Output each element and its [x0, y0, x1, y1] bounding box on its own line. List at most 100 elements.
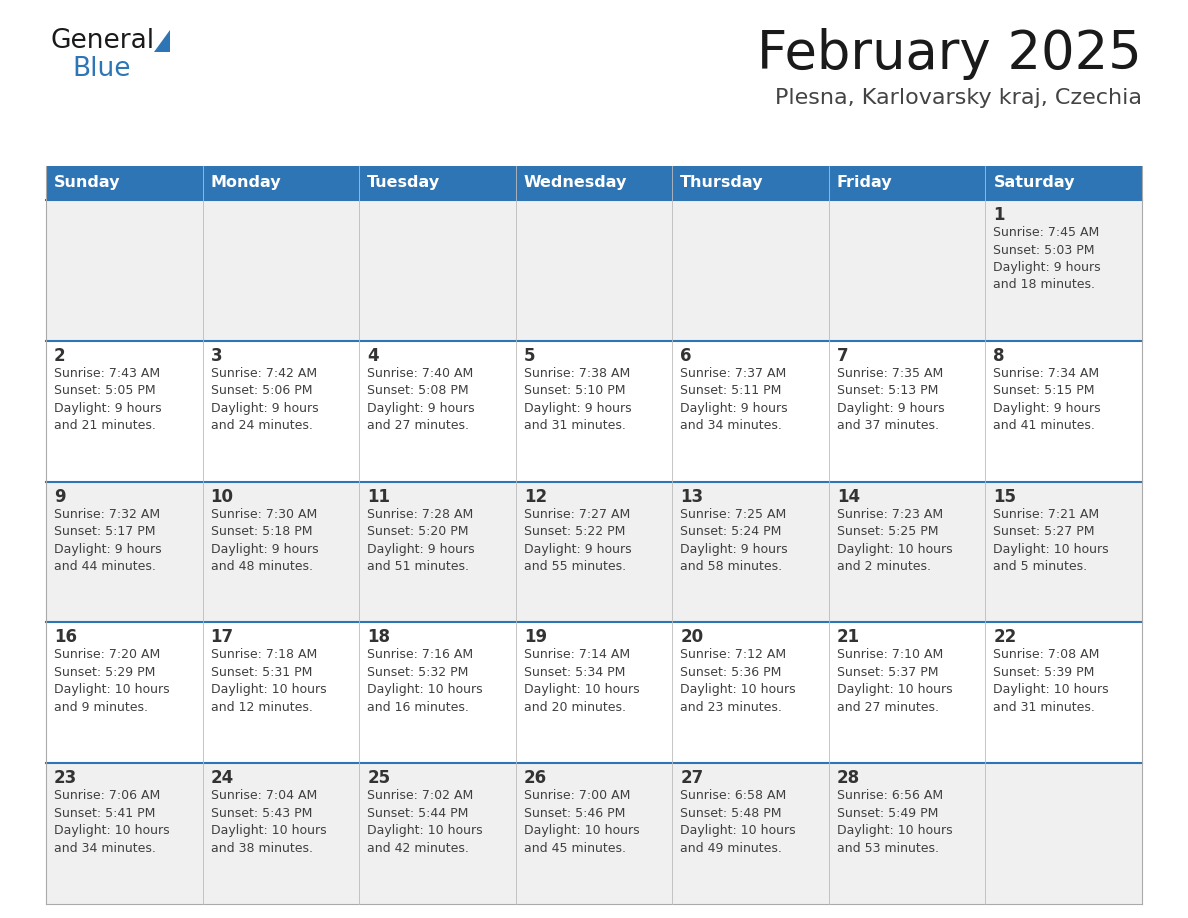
Text: Sunset: 5:17 PM: Sunset: 5:17 PM — [53, 525, 156, 538]
Text: Sunrise: 7:30 AM: Sunrise: 7:30 AM — [210, 508, 317, 521]
Text: 27: 27 — [681, 769, 703, 788]
Text: Daylight: 10 hours: Daylight: 10 hours — [836, 683, 953, 697]
Text: Daylight: 9 hours: Daylight: 9 hours — [524, 543, 631, 555]
Text: and 31 minutes.: and 31 minutes. — [993, 701, 1095, 714]
Text: and 9 minutes.: and 9 minutes. — [53, 701, 148, 714]
Text: 11: 11 — [367, 487, 390, 506]
Text: Daylight: 9 hours: Daylight: 9 hours — [367, 543, 475, 555]
Text: and 34 minutes.: and 34 minutes. — [53, 842, 156, 855]
Text: Sunrise: 7:20 AM: Sunrise: 7:20 AM — [53, 648, 160, 661]
Text: and 5 minutes.: and 5 minutes. — [993, 560, 1087, 573]
Text: 28: 28 — [836, 769, 860, 788]
Text: Monday: Monday — [210, 175, 282, 191]
Bar — [46, 341, 1142, 482]
Text: Sunday: Sunday — [53, 175, 120, 191]
Text: and 12 minutes.: and 12 minutes. — [210, 701, 312, 714]
Text: 5: 5 — [524, 347, 536, 364]
Text: Daylight: 10 hours: Daylight: 10 hours — [681, 683, 796, 697]
Text: Daylight: 10 hours: Daylight: 10 hours — [210, 683, 327, 697]
Text: 4: 4 — [367, 347, 379, 364]
Text: Sunrise: 6:56 AM: Sunrise: 6:56 AM — [836, 789, 943, 802]
Text: Sunset: 5:06 PM: Sunset: 5:06 PM — [210, 385, 312, 397]
Text: Sunset: 5:29 PM: Sunset: 5:29 PM — [53, 666, 156, 679]
Text: Sunset: 5:22 PM: Sunset: 5:22 PM — [524, 525, 625, 538]
Text: and 51 minutes.: and 51 minutes. — [367, 560, 469, 573]
Text: Sunrise: 7:23 AM: Sunrise: 7:23 AM — [836, 508, 943, 521]
Text: Daylight: 9 hours: Daylight: 9 hours — [53, 543, 162, 555]
Text: Sunset: 5:32 PM: Sunset: 5:32 PM — [367, 666, 468, 679]
Text: and 44 minutes.: and 44 minutes. — [53, 560, 156, 573]
Text: Sunrise: 7:08 AM: Sunrise: 7:08 AM — [993, 648, 1100, 661]
Text: 24: 24 — [210, 769, 234, 788]
Text: February 2025: February 2025 — [757, 28, 1142, 80]
Polygon shape — [154, 30, 170, 52]
Text: and 18 minutes.: and 18 minutes. — [993, 278, 1095, 292]
Text: Daylight: 10 hours: Daylight: 10 hours — [524, 683, 639, 697]
Text: 10: 10 — [210, 487, 234, 506]
Text: and 53 minutes.: and 53 minutes. — [836, 842, 939, 855]
Text: Sunrise: 7:27 AM: Sunrise: 7:27 AM — [524, 508, 630, 521]
Text: and 24 minutes.: and 24 minutes. — [210, 420, 312, 432]
Text: Sunrise: 7:00 AM: Sunrise: 7:00 AM — [524, 789, 630, 802]
Text: Sunset: 5:36 PM: Sunset: 5:36 PM — [681, 666, 782, 679]
Text: Sunrise: 7:21 AM: Sunrise: 7:21 AM — [993, 508, 1100, 521]
Text: 2: 2 — [53, 347, 65, 364]
Text: Daylight: 10 hours: Daylight: 10 hours — [836, 543, 953, 555]
Text: Sunrise: 6:58 AM: Sunrise: 6:58 AM — [681, 789, 786, 802]
Text: and 34 minutes.: and 34 minutes. — [681, 420, 782, 432]
Text: and 20 minutes.: and 20 minutes. — [524, 701, 626, 714]
Text: General: General — [50, 28, 154, 54]
Text: 19: 19 — [524, 629, 546, 646]
Text: 12: 12 — [524, 487, 546, 506]
Text: Sunset: 5:43 PM: Sunset: 5:43 PM — [210, 807, 312, 820]
Text: and 48 minutes.: and 48 minutes. — [210, 560, 312, 573]
Text: Daylight: 10 hours: Daylight: 10 hours — [367, 683, 482, 697]
Text: 25: 25 — [367, 769, 391, 788]
Text: and 58 minutes.: and 58 minutes. — [681, 560, 783, 573]
Text: 13: 13 — [681, 487, 703, 506]
Bar — [46, 200, 1142, 341]
Text: Sunrise: 7:43 AM: Sunrise: 7:43 AM — [53, 367, 160, 380]
Text: Daylight: 10 hours: Daylight: 10 hours — [993, 683, 1110, 697]
Text: Daylight: 10 hours: Daylight: 10 hours — [367, 824, 482, 837]
Text: and 16 minutes.: and 16 minutes. — [367, 701, 469, 714]
Text: Sunrise: 7:40 AM: Sunrise: 7:40 AM — [367, 367, 473, 380]
Text: Sunrise: 7:02 AM: Sunrise: 7:02 AM — [367, 789, 473, 802]
Text: Daylight: 10 hours: Daylight: 10 hours — [836, 824, 953, 837]
Text: Sunset: 5:49 PM: Sunset: 5:49 PM — [836, 807, 939, 820]
Text: Sunrise: 7:37 AM: Sunrise: 7:37 AM — [681, 367, 786, 380]
Text: Daylight: 10 hours: Daylight: 10 hours — [53, 683, 170, 697]
Text: Daylight: 10 hours: Daylight: 10 hours — [681, 824, 796, 837]
Text: and 55 minutes.: and 55 minutes. — [524, 560, 626, 573]
Text: Friday: Friday — [836, 175, 892, 191]
Text: Sunrise: 7:38 AM: Sunrise: 7:38 AM — [524, 367, 630, 380]
Text: Sunset: 5:15 PM: Sunset: 5:15 PM — [993, 385, 1095, 397]
Text: Sunset: 5:10 PM: Sunset: 5:10 PM — [524, 385, 625, 397]
Bar — [46, 622, 1142, 763]
Text: Daylight: 10 hours: Daylight: 10 hours — [993, 543, 1110, 555]
Text: and 27 minutes.: and 27 minutes. — [836, 701, 939, 714]
Text: Sunset: 5:44 PM: Sunset: 5:44 PM — [367, 807, 468, 820]
Text: Wednesday: Wednesday — [524, 175, 627, 191]
Text: Daylight: 9 hours: Daylight: 9 hours — [53, 402, 162, 415]
Text: Sunset: 5:18 PM: Sunset: 5:18 PM — [210, 525, 312, 538]
Text: Daylight: 9 hours: Daylight: 9 hours — [681, 543, 788, 555]
Text: Sunset: 5:03 PM: Sunset: 5:03 PM — [993, 243, 1095, 256]
Text: Sunrise: 7:25 AM: Sunrise: 7:25 AM — [681, 508, 786, 521]
Text: and 27 minutes.: and 27 minutes. — [367, 420, 469, 432]
Text: Daylight: 9 hours: Daylight: 9 hours — [210, 402, 318, 415]
Text: and 21 minutes.: and 21 minutes. — [53, 420, 156, 432]
Text: Daylight: 9 hours: Daylight: 9 hours — [993, 261, 1101, 274]
Text: Blue: Blue — [72, 56, 131, 82]
Text: Daylight: 10 hours: Daylight: 10 hours — [524, 824, 639, 837]
Text: Daylight: 9 hours: Daylight: 9 hours — [836, 402, 944, 415]
Text: 14: 14 — [836, 487, 860, 506]
Text: Daylight: 10 hours: Daylight: 10 hours — [210, 824, 327, 837]
Text: Sunrise: 7:16 AM: Sunrise: 7:16 AM — [367, 648, 473, 661]
Text: Saturday: Saturday — [993, 175, 1075, 191]
Text: 22: 22 — [993, 629, 1017, 646]
Text: Sunset: 5:37 PM: Sunset: 5:37 PM — [836, 666, 939, 679]
Text: Daylight: 10 hours: Daylight: 10 hours — [53, 824, 170, 837]
Text: Sunset: 5:24 PM: Sunset: 5:24 PM — [681, 525, 782, 538]
Text: Sunset: 5:20 PM: Sunset: 5:20 PM — [367, 525, 468, 538]
